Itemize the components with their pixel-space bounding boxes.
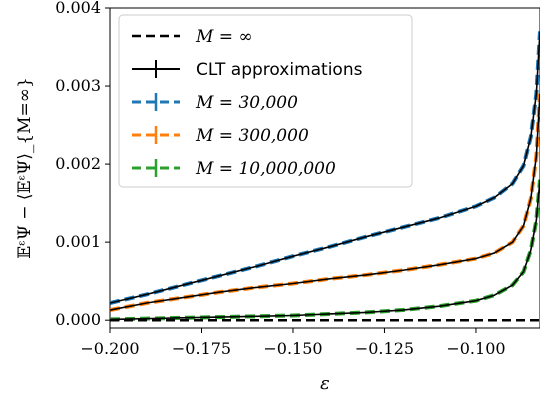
y-axis: 0.000 0.001 0.002 0.003 0.004: [55, 0, 110, 329]
x-axis-label: ε: [320, 373, 330, 394]
legend: M = ∞ CLT approximations M = 30,000 M = 300…: [118, 14, 413, 188]
legend-label: M = 10,000,000: [195, 159, 336, 179]
y-tick-label: 0.004: [55, 0, 101, 17]
y-axis-label: 𝔼ᵋΨ − ⟨𝔼ᵋΨ⟩_{M=∞}: [15, 77, 35, 259]
clt-approximation-line: [110, 179, 540, 321]
legend-label: M = ∞: [195, 27, 253, 47]
y-tick-label: 0.003: [55, 76, 101, 95]
x-tick-label: −0.150: [263, 339, 322, 358]
legend-label: CLT approximations: [196, 60, 363, 80]
plot-area: −0.200 −0.175 −0.150 −0.125 −0.100 0.0000.00…: [55, 0, 540, 358]
x-tick-label: −0.175: [172, 339, 231, 358]
legend-entry: M = 30,000: [132, 93, 298, 113]
y-tick-label: 0.000: [55, 310, 101, 329]
legend-label: M = 30,000: [195, 93, 298, 113]
clt-approximation-line: [110, 31, 540, 304]
x-axis: −0.200 −0.175 −0.150 −0.125 −0.100: [80, 328, 506, 358]
x-tick-label: −0.100: [446, 339, 505, 358]
legend-entry: M = 300,000: [132, 126, 309, 146]
y-tick-label: 0.002: [55, 154, 101, 173]
y-tick-label: 0.001: [55, 232, 101, 251]
legend-entry: M = 10,000,000: [132, 159, 336, 179]
x-tick-label: −0.200: [80, 339, 139, 358]
clt-approximation-line: [110, 93, 540, 311]
series-layer: [110, 31, 540, 322]
x-tick-label: −0.125: [355, 339, 414, 358]
plot-frame: [109, 7, 540, 329]
legend-box: [118, 14, 413, 188]
legend-entry: CLT approximations: [132, 60, 363, 80]
legend-entry: M = ∞: [132, 27, 253, 47]
legend-label: M = 300,000: [195, 126, 309, 146]
